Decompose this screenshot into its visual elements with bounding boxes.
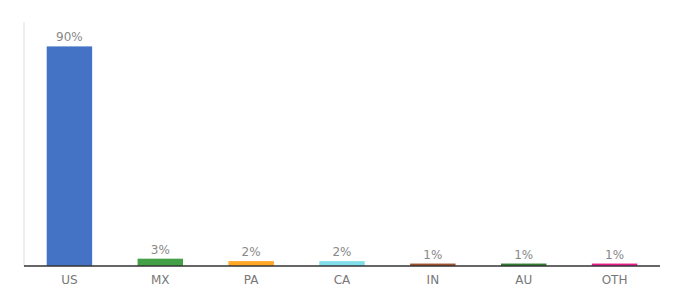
x-tick-label: MX	[151, 273, 170, 287]
data-label: 2%	[332, 245, 351, 259]
bars	[47, 46, 638, 266]
data-label: 1%	[423, 248, 442, 262]
x-tick-label: OTH	[602, 273, 628, 287]
x-tick-label: PA	[244, 273, 259, 287]
x-tick-label: US	[61, 273, 77, 287]
chart-svg: US MX PA CA IN AU OTH 90% 3% 2% 2% 1% 1% 1%	[0, 0, 680, 300]
data-label: 90%	[56, 30, 83, 44]
x-tick-label: CA	[334, 273, 351, 287]
bar	[47, 46, 92, 266]
chart-container: US MX PA CA IN AU OTH 90% 3% 2% 2% 1% 1% 1%	[0, 0, 680, 300]
data-label: 3%	[151, 243, 170, 257]
x-tick-label: AU	[515, 273, 532, 287]
x-axis-line	[24, 265, 660, 267]
data-label: 2%	[242, 245, 261, 259]
x-tick-labels: US MX PA CA IN AU OTH	[61, 273, 627, 287]
x-tick-label: IN	[427, 273, 440, 287]
bar	[138, 259, 183, 266]
data-label: 1%	[605, 248, 624, 262]
data-labels: 90% 3% 2% 2% 1% 1% 1%	[56, 30, 624, 261]
y-range-line	[24, 22, 25, 266]
data-label: 1%	[514, 248, 533, 262]
